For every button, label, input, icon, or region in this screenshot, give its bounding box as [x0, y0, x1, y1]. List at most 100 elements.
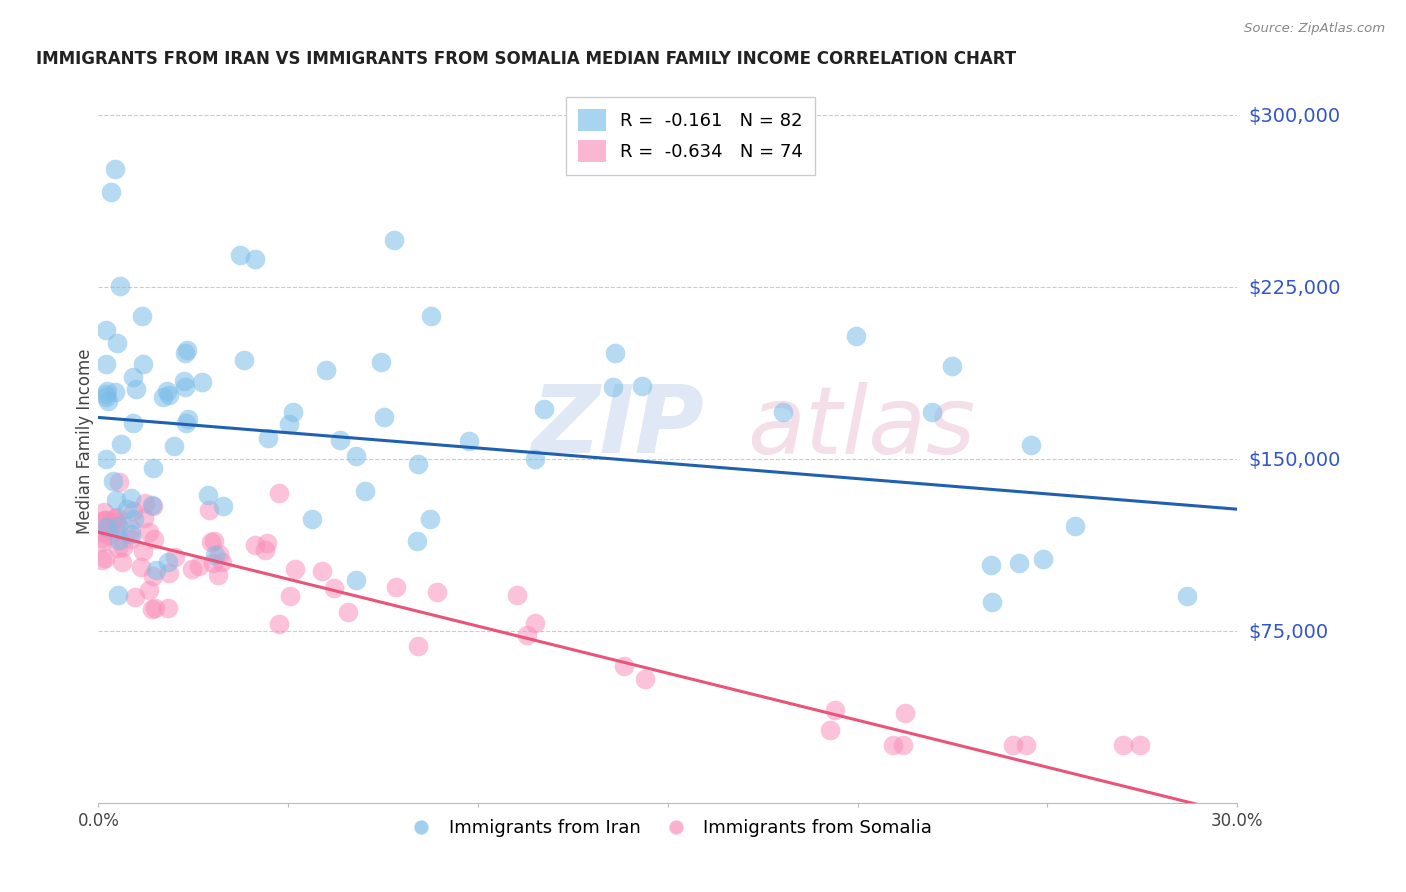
Point	[344, 449, 367, 463]
Point	[602, 380, 624, 394]
Point	[1019, 438, 1042, 452]
Text: ZIP: ZIP	[531, 381, 704, 473]
Point	[524, 615, 547, 630]
Point	[91, 535, 114, 549]
Point	[267, 485, 290, 500]
Point	[97, 394, 120, 409]
Point	[120, 526, 142, 541]
Point	[173, 374, 195, 388]
Point	[157, 566, 180, 580]
Point	[142, 569, 165, 583]
Point	[104, 515, 127, 529]
Point	[94, 452, 117, 467]
Point	[120, 491, 142, 505]
Point	[157, 388, 180, 402]
Point	[772, 405, 794, 419]
Point	[311, 565, 333, 579]
Point	[284, 562, 307, 576]
Point	[141, 498, 163, 512]
Point	[187, 559, 209, 574]
Point	[107, 541, 129, 556]
Point	[458, 434, 481, 448]
Point	[941, 359, 963, 374]
Point	[278, 417, 301, 431]
Point	[200, 535, 222, 549]
Point	[824, 703, 846, 717]
Point	[197, 488, 219, 502]
Point	[108, 533, 131, 548]
Point	[152, 390, 174, 404]
Point	[110, 436, 132, 450]
Point	[176, 343, 198, 357]
Point	[142, 532, 165, 546]
Point	[408, 457, 430, 471]
Text: atlas: atlas	[748, 382, 976, 473]
Point	[1002, 739, 1025, 753]
Point	[820, 723, 842, 737]
Point	[353, 483, 375, 498]
Point	[174, 417, 197, 431]
Point	[163, 549, 186, 564]
Point	[94, 551, 117, 566]
Point	[506, 589, 529, 603]
Point	[131, 309, 153, 323]
Point	[121, 416, 143, 430]
Point	[1177, 589, 1199, 603]
Point	[980, 558, 1002, 572]
Point	[138, 582, 160, 597]
Point	[108, 278, 131, 293]
Point	[157, 601, 180, 615]
Point	[603, 345, 626, 359]
Point	[1015, 739, 1038, 753]
Point	[229, 248, 252, 262]
Point	[91, 524, 114, 539]
Point	[131, 560, 153, 574]
Point	[94, 520, 117, 534]
Point	[105, 510, 128, 524]
Point	[301, 512, 323, 526]
Point	[107, 336, 129, 351]
Point	[107, 519, 129, 533]
Point	[101, 474, 124, 488]
Point	[516, 628, 538, 642]
Point	[91, 532, 114, 546]
Point	[124, 590, 146, 604]
Point	[256, 536, 278, 550]
Point	[202, 556, 225, 570]
Point	[344, 574, 367, 588]
Point	[98, 528, 121, 542]
Point	[120, 522, 142, 536]
Point	[533, 402, 555, 417]
Point	[1129, 739, 1152, 753]
Point	[336, 605, 359, 619]
Point	[104, 524, 127, 538]
Point	[91, 515, 114, 529]
Point	[131, 544, 153, 558]
Point	[181, 562, 204, 576]
Point	[269, 616, 291, 631]
Point	[278, 590, 301, 604]
Point	[613, 659, 636, 673]
Point	[134, 510, 156, 524]
Point	[115, 502, 138, 516]
Point	[315, 363, 337, 377]
Point	[845, 329, 868, 343]
Point	[406, 639, 429, 653]
Point	[120, 532, 142, 546]
Point	[405, 533, 427, 548]
Point	[145, 563, 167, 577]
Point	[385, 580, 408, 594]
Point	[157, 555, 180, 569]
Point	[1008, 557, 1031, 571]
Point	[174, 379, 197, 393]
Point	[91, 552, 114, 566]
Point	[111, 555, 134, 569]
Point	[1032, 552, 1054, 566]
Point	[233, 353, 256, 368]
Point	[323, 581, 346, 595]
Point	[419, 512, 441, 526]
Point	[156, 384, 179, 399]
Point	[111, 540, 134, 554]
Point	[132, 357, 155, 371]
Point	[142, 499, 165, 513]
